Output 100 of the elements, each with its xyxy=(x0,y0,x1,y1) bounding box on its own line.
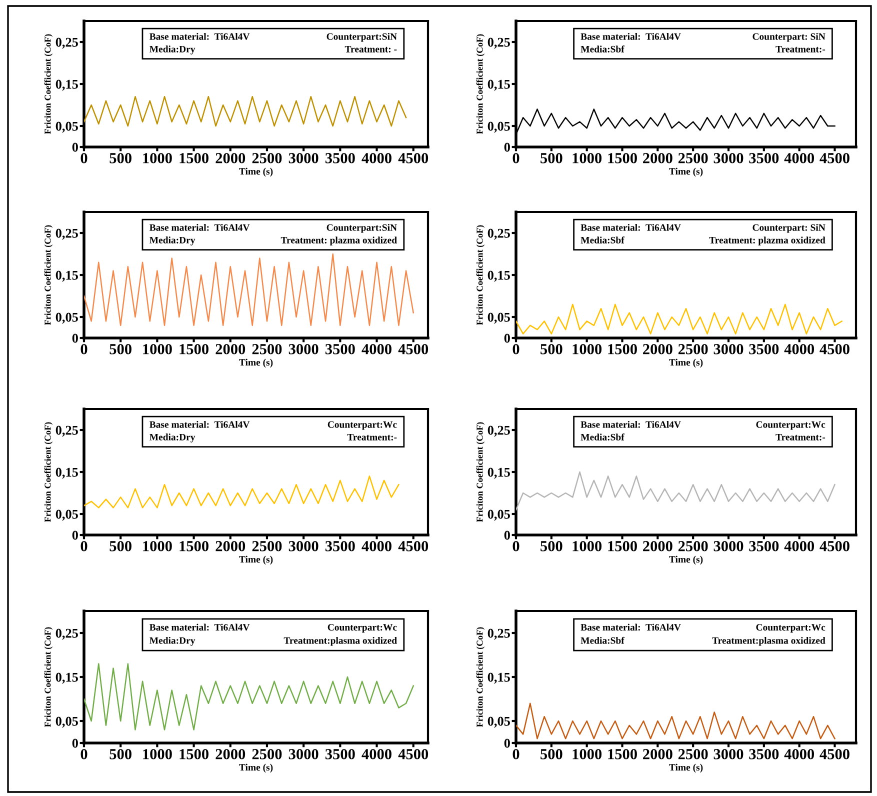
x-tick-label: 2500 xyxy=(252,344,282,354)
x-tick-label: 500 xyxy=(540,344,562,354)
annotation: Base material: Ti6Al4V xyxy=(150,420,250,428)
annotation: Media:Dry xyxy=(150,46,196,54)
x-tick-label: 1500 xyxy=(180,344,208,354)
y-axis-title: Friciton Coefficient (CoF) xyxy=(44,34,53,134)
x-axis-title: Time (s) xyxy=(669,764,703,773)
y-tick-label: 0,25 xyxy=(56,38,78,49)
annotation: Counterpart: SiN xyxy=(752,32,826,42)
annotation: Counterpart:SiN xyxy=(326,32,397,42)
x-tick-label: 500 xyxy=(110,540,132,552)
x-tick-label: 2500 xyxy=(252,152,282,164)
annotation: Media:Sbf xyxy=(580,433,624,440)
y-tick-label: 0,15 xyxy=(488,270,510,282)
x-axis-title: Time (s) xyxy=(669,358,703,368)
annotation: Base material: Ti6Al4V xyxy=(150,624,250,631)
line-series xyxy=(516,304,842,334)
x-tick-label: 2000 xyxy=(643,540,672,552)
x-tick-label: 3500 xyxy=(325,540,355,552)
annotation: Media:Sbf xyxy=(580,45,624,52)
x-tick-label: 1000 xyxy=(143,540,172,552)
x-tick-label: 1000 xyxy=(572,540,602,552)
x-tick-label: 4500 xyxy=(820,152,850,164)
x-axis-title: Time (s) xyxy=(669,556,703,565)
x-axis-title: Time (s) xyxy=(239,556,273,565)
y-tick-label: 0,25 xyxy=(56,228,78,240)
annotation: Counterpart:Wc xyxy=(328,624,397,633)
x-tick-label: 3000 xyxy=(714,540,744,552)
x-tick-label: 4000 xyxy=(362,152,392,164)
x-tick-label: 2000 xyxy=(216,748,246,760)
y-tick-label: 0 xyxy=(72,142,78,152)
x-tick-label: 4500 xyxy=(820,748,850,760)
x-tick-label: 4500 xyxy=(398,152,428,164)
x-tick-label: 500 xyxy=(110,748,132,760)
annotation: Counterpart:Wc xyxy=(756,421,826,430)
x-tick-label: 500 xyxy=(540,540,562,552)
x-tick-label: 1500 xyxy=(608,748,637,760)
y-tick-label: 0,15 xyxy=(56,270,78,282)
y-tick-label: 0,05 xyxy=(56,122,78,133)
x-tick-label: 0 xyxy=(512,540,520,552)
line-series xyxy=(84,476,400,508)
x-tick-label: 2000 xyxy=(216,344,246,354)
annotation: Base material: Ti6Al4V xyxy=(580,224,681,231)
y-tick-label: 0,05 xyxy=(56,716,78,728)
x-tick-label: 2000 xyxy=(216,152,246,164)
y-tick-label: 0,05 xyxy=(488,312,510,324)
x-tick-label: 0 xyxy=(512,344,520,354)
y-tick-label: 0,05 xyxy=(488,122,510,133)
x-tick-label: 4000 xyxy=(784,748,814,760)
annotation: Media:Dry xyxy=(150,636,196,646)
y-tick-label: 0,15 xyxy=(56,672,78,684)
x-tick-label: 1500 xyxy=(608,540,637,552)
x-tick-label: 4500 xyxy=(820,540,850,552)
x-tick-label: 1500 xyxy=(180,540,208,552)
x-tick-label: 4000 xyxy=(362,748,392,760)
x-tick-label: 3500 xyxy=(325,344,355,354)
x-tick-label: 4000 xyxy=(784,152,814,164)
x-tick-label: 1500 xyxy=(608,344,637,354)
y-tick-label: 0 xyxy=(72,334,78,343)
y-tick-label: 0 xyxy=(504,142,510,152)
annotation: Media:Dry xyxy=(150,236,196,246)
x-tick-label: 0 xyxy=(80,344,88,354)
y-tick-label: 0,25 xyxy=(488,426,510,437)
x-axis-title: Time (s) xyxy=(239,358,273,368)
x-tick-label: 0 xyxy=(80,152,88,164)
x-tick-label: 500 xyxy=(110,344,132,354)
x-tick-label: 2000 xyxy=(643,152,672,164)
x-axis-title: Time (s) xyxy=(239,168,273,177)
y-tick-label: 0,05 xyxy=(488,510,510,521)
y-axis-title: Friciton Coefficient (CoF) xyxy=(44,225,53,325)
annotation: Base material: Ti6Al4V xyxy=(580,420,681,428)
x-tick-label: 4000 xyxy=(362,540,392,552)
line-series xyxy=(84,663,414,730)
x-tick-label: 3000 xyxy=(714,344,744,354)
y-tick-label: 0 xyxy=(72,530,78,540)
x-tick-label: 4000 xyxy=(784,344,814,354)
annotation: Treatment: - xyxy=(344,46,397,52)
x-tick-label: 1000 xyxy=(143,344,172,354)
y-axis-title: Friciton Coefficient (CoF) xyxy=(44,422,53,522)
x-tick-label: 0 xyxy=(512,748,520,760)
x-tick-label: 4500 xyxy=(398,748,428,760)
y-tick-label: 0,15 xyxy=(488,468,510,479)
line-series xyxy=(516,702,836,740)
y-tick-label: 0,25 xyxy=(488,628,510,640)
y-tick-label: 0,25 xyxy=(488,228,510,240)
x-tick-label: 1000 xyxy=(572,152,602,164)
x-tick-label: 2500 xyxy=(678,152,708,164)
x-tick-label: 2000 xyxy=(643,748,672,760)
x-tick-label: 2000 xyxy=(643,344,672,354)
y-tick-label: 0 xyxy=(504,738,510,748)
line-series xyxy=(516,471,836,510)
annotation: Treatment:plasma oxidized xyxy=(284,636,397,646)
x-tick-label: 500 xyxy=(540,152,562,164)
x-axis-title: Time (s) xyxy=(669,168,703,177)
x-tick-label: 500 xyxy=(540,748,562,760)
x-tick-label: 4500 xyxy=(398,540,428,552)
x-tick-label: 3500 xyxy=(325,748,355,760)
annotation: Treatment:- xyxy=(776,46,826,52)
x-tick-label: 0 xyxy=(512,152,520,164)
y-tick-label: 0 xyxy=(504,530,510,540)
